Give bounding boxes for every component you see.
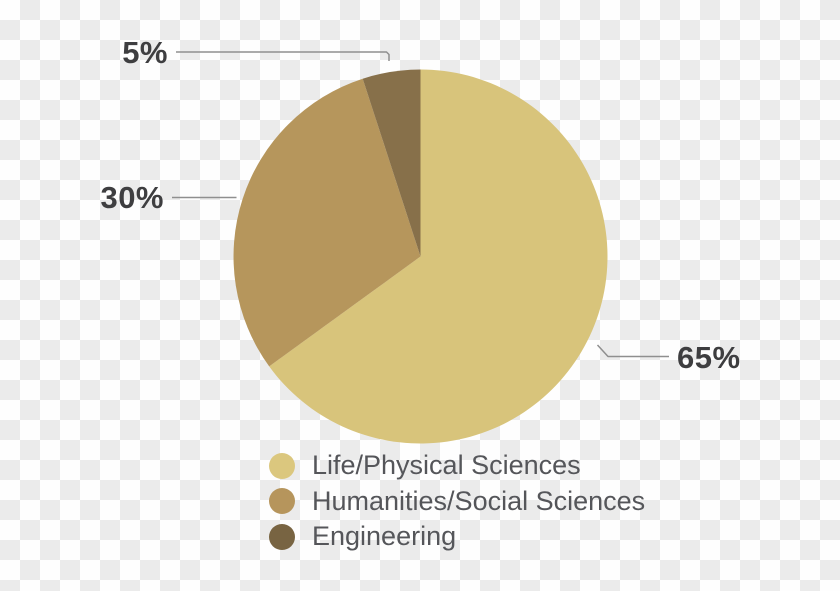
chart-legend: Life/Physical Sciences Humanities/Social… (269, 448, 645, 555)
legend-swatch-life-physical-sciences-icon (269, 452, 295, 479)
pie-slice-engineering (362, 69, 421, 257)
pie-slice-life-physical-sciences (269, 69, 608, 444)
percent-label-humanities-social-sciences: 30% (100, 180, 164, 215)
pie-slice-humanities-social-sciences (233, 78, 421, 367)
legend-swatch-humanities-social-sciences-icon (269, 488, 295, 515)
legend-swatch-engineering-icon (269, 523, 295, 550)
legend-item-humanities-social-sciences: Humanities/Social Sciences (269, 484, 645, 520)
percent-label-life-physical-sciences: 65% (677, 340, 741, 375)
legend-label: Humanities/Social Sciences (312, 485, 646, 516)
legend-item-life-physical-sciences: Life/Physical Sciences (269, 448, 645, 484)
leader-line-65pct (596, 344, 669, 358)
legend-label: Life/Physical Sciences (312, 450, 581, 481)
leader-line-5pct (176, 51, 390, 61)
legend-item-engineering: Engineering (269, 519, 645, 555)
legend-label: Engineering (312, 521, 457, 552)
percent-label-engineering: 5% (122, 35, 168, 70)
